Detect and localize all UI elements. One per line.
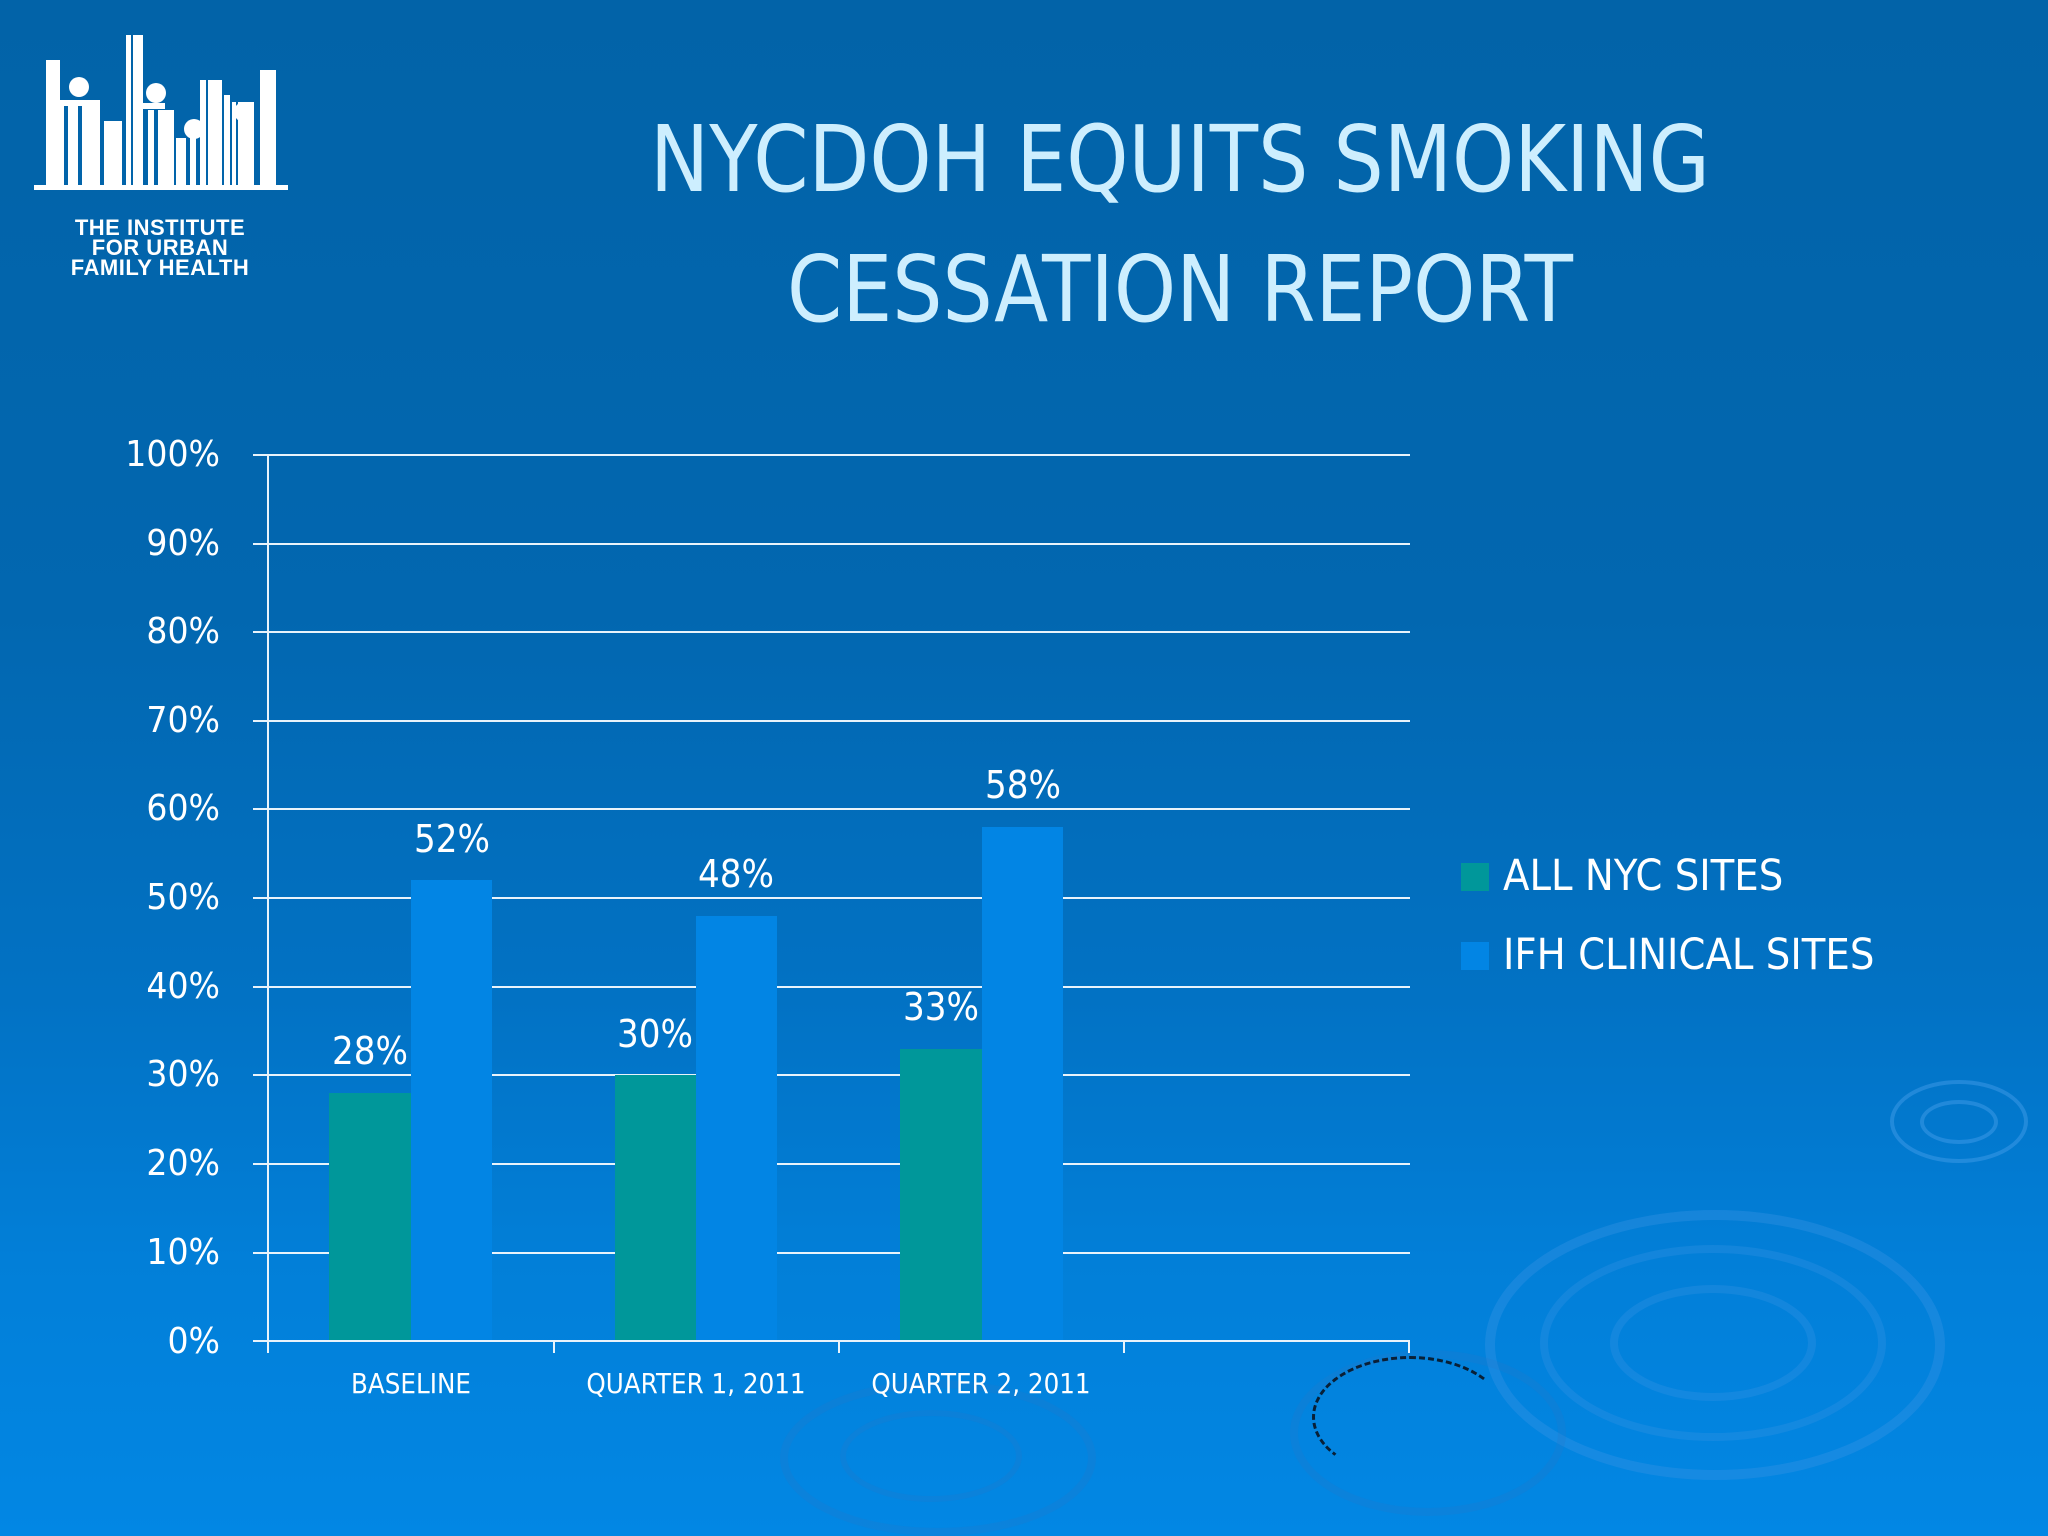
logo-text-line2: FOR URBAN: [91, 235, 229, 260]
ripple-decoration: [1540, 1245, 1886, 1441]
x-category-label: BASELINE: [351, 1367, 471, 1400]
gridline-50: [253, 897, 1410, 899]
gridline-90: [253, 543, 1410, 545]
legend-label-all-nyc: ALL NYC SITES: [1503, 851, 1784, 901]
y-tick-label: 80%: [146, 611, 220, 652]
logo-text-line3: FAMILY HEALTH: [70, 255, 250, 280]
y-tick-label: 100%: [125, 434, 220, 475]
x-category-label: QUARTER 1, 2011: [586, 1367, 806, 1400]
bar-all-nyc-baseline: [329, 1093, 411, 1341]
family-buildings-logo-icon: [34, 35, 288, 190]
bar-all-nyc-q2: [900, 1049, 982, 1341]
logo: [30, 30, 300, 200]
bar-all-nyc-q1: [615, 1075, 696, 1341]
bar-ifh-q2: [982, 827, 1063, 1341]
x-axis-tick: [1123, 1341, 1125, 1353]
x-axis-tick: [838, 1341, 840, 1353]
y-tick-label: 90%: [146, 523, 220, 564]
gridline-10: [253, 1252, 1410, 1254]
legend-swatch-all-nyc: [1461, 863, 1489, 891]
gridline-100: [253, 454, 1410, 456]
ripple-decoration: [840, 1410, 1022, 1502]
y-tick-label: 40%: [146, 966, 220, 1007]
legend-swatch-ifh: [1461, 942, 1489, 970]
data-label: 30%: [616, 1012, 694, 1056]
y-axis-line: [267, 454, 269, 1353]
ripple-decoration: [780, 1380, 1096, 1536]
logo-text-line1: THE INSTITUTE: [74, 215, 246, 240]
data-label: 58%: [984, 763, 1062, 807]
bar-ifh-baseline: [411, 880, 492, 1341]
y-tick-label: 10%: [146, 1232, 220, 1273]
y-tick-label: 50%: [146, 877, 220, 918]
gridline-80: [253, 631, 1410, 633]
bar-ifh-q1: [696, 916, 777, 1341]
data-label: 48%: [697, 852, 775, 896]
y-tick-label: 0%: [167, 1321, 220, 1362]
gridline-70: [253, 720, 1410, 722]
ripple-decoration: [1890, 1080, 2028, 1163]
x-axis-tick: [553, 1341, 555, 1353]
x-axis-line: [253, 1340, 1410, 1342]
x-axis-tick: [1408, 1341, 1410, 1353]
gridline-60: [253, 808, 1410, 810]
slide-title-line2: CESSATION REPORT: [787, 236, 1573, 343]
data-label: 52%: [413, 817, 491, 861]
data-label: 33%: [902, 985, 980, 1029]
slide-title-line1: NYCDOH EQUITS SMOKING: [650, 106, 1710, 213]
gridline-40: [253, 986, 1410, 988]
y-tick-label: 60%: [146, 788, 220, 829]
y-tick-label: 70%: [146, 700, 220, 741]
y-tick-label: 30%: [146, 1054, 220, 1095]
ripple-decoration: [1485, 1210, 1945, 1480]
ripple-decoration: [1610, 1285, 1816, 1401]
y-tick-label: 20%: [146, 1143, 220, 1184]
dashed-ellipse-artifact: [1312, 1356, 1508, 1478]
gridline-20: [253, 1163, 1410, 1165]
data-label: 28%: [331, 1029, 409, 1073]
gridline-30: [253, 1074, 1410, 1076]
ripple-decoration: [1920, 1100, 1998, 1144]
x-category-label: QUARTER 2, 2011: [871, 1367, 1091, 1400]
legend-label-ifh: IFH CLINICAL SITES: [1503, 930, 1875, 980]
